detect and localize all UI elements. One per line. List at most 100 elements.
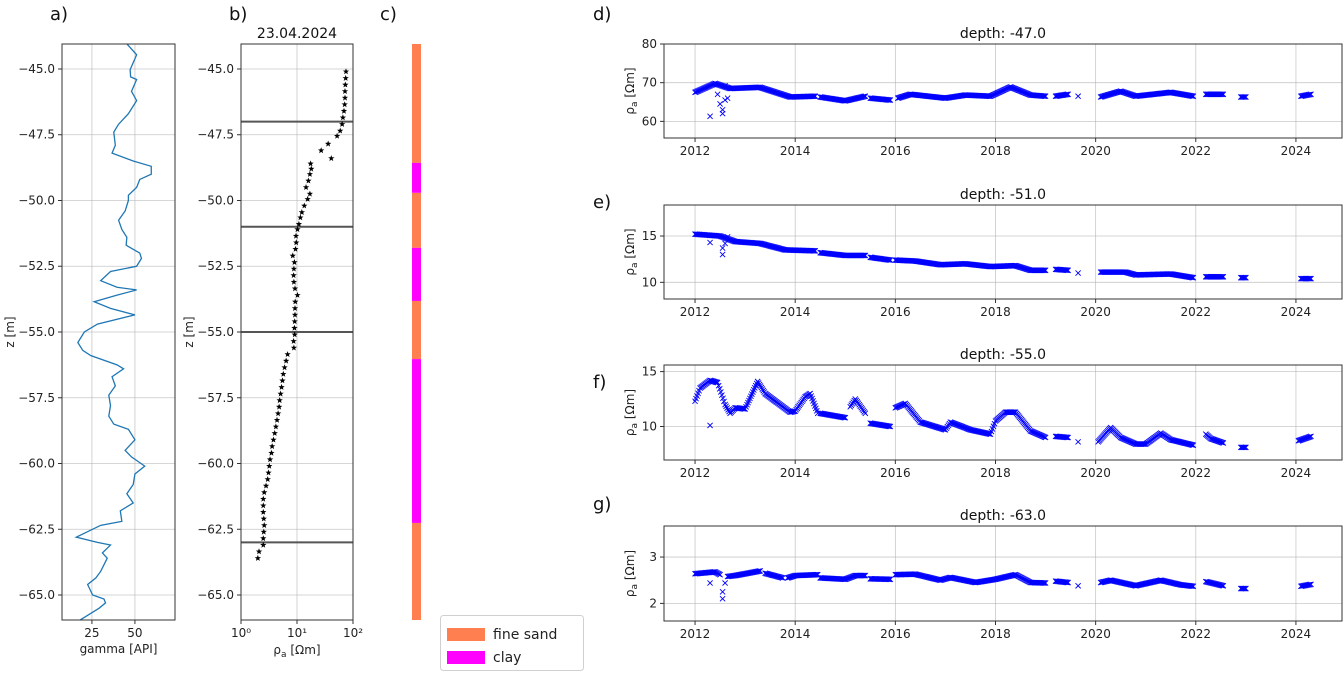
star-marker	[291, 324, 298, 331]
panel-c: c) fine sand clay	[380, 4, 584, 671]
x-marker	[811, 93, 818, 100]
x-marker	[1042, 93, 1049, 100]
x-marker	[887, 576, 894, 583]
x-marker-outlier	[724, 95, 731, 102]
x-marker	[1219, 273, 1226, 280]
y-tick-label: −55.0	[18, 325, 55, 339]
star-marker	[291, 305, 299, 311]
x-marker	[713, 379, 720, 386]
star-marker	[262, 482, 270, 489]
x-marker	[1041, 580, 1048, 586]
x-marker	[1065, 579, 1072, 586]
x-marker	[1306, 581, 1312, 588]
y-tick-label: −60.0	[197, 457, 234, 471]
x-marker	[1240, 274, 1247, 281]
x-marker	[885, 256, 892, 263]
x-marker	[1188, 92, 1195, 99]
star-marker	[297, 214, 304, 221]
x-marker	[886, 97, 893, 103]
y-tick-label: −50.0	[197, 193, 234, 207]
x-marker	[1218, 582, 1225, 589]
legend-label: fine sand	[493, 627, 557, 643]
star-marker	[290, 344, 297, 351]
x-marker	[779, 574, 786, 581]
x-marker-outlier	[707, 239, 713, 246]
axes-title: depth: -63.0	[960, 508, 1046, 524]
star-marker	[279, 377, 286, 384]
x-tick-label: 2024	[1281, 466, 1312, 480]
star-marker	[264, 476, 271, 482]
star-marker	[342, 68, 350, 75]
y-tick-label: −45.0	[197, 62, 234, 76]
star-marker	[342, 81, 349, 88]
x-marker	[1220, 91, 1227, 98]
layer-fine-sand	[412, 300, 421, 360]
x-marker	[1190, 93, 1197, 100]
star-marker	[260, 495, 267, 502]
legend-swatch	[447, 628, 485, 641]
x-marker	[1189, 583, 1196, 590]
star-marker	[260, 541, 267, 548]
x-marker	[1064, 91, 1071, 98]
x-tick-label: 2014	[780, 627, 811, 641]
x-marker	[1242, 94, 1249, 100]
x-tick-label: 2016	[880, 305, 911, 319]
panel-label: f)	[593, 372, 606, 393]
star-marker	[261, 522, 268, 528]
star-marker	[291, 259, 298, 265]
x-tick-label: 2016	[880, 144, 911, 158]
star-marker	[337, 127, 344, 134]
axes-frame	[663, 204, 1343, 300]
x-marker	[756, 568, 763, 575]
star-marker	[254, 554, 261, 561]
x-marker	[1240, 94, 1247, 100]
x-marker	[1308, 581, 1314, 588]
layer-clay	[412, 247, 421, 301]
x-marker	[887, 257, 894, 264]
star-marker	[341, 94, 349, 101]
x-marker	[1041, 267, 1048, 274]
star-marker	[255, 548, 263, 555]
x-marker	[1241, 274, 1248, 281]
x-marker	[755, 568, 762, 575]
axes-frame	[663, 364, 1343, 461]
x-tick-label: 2014	[780, 305, 811, 319]
x-tick-label: 2024	[1281, 305, 1312, 319]
x-marker	[861, 93, 868, 100]
label-symbol: ρ	[273, 643, 281, 657]
x-marker	[712, 379, 719, 385]
star-marker	[291, 318, 298, 325]
x-marker	[1240, 444, 1247, 451]
x-marker	[840, 414, 847, 421]
x-marker	[1063, 91, 1070, 98]
star-marker	[265, 469, 272, 476]
x-marker	[1064, 267, 1071, 274]
x-marker	[842, 414, 849, 421]
x-tick-label: 2022	[1181, 144, 1212, 158]
star-marker	[341, 88, 349, 94]
label-subscript: a	[630, 584, 640, 590]
x-tick-label: 2018	[980, 466, 1011, 480]
star-marker	[268, 449, 275, 456]
x-tick-label: 2024	[1281, 627, 1312, 641]
star-marker	[292, 298, 299, 305]
x-marker	[1306, 275, 1312, 282]
y-tick-label: −52.5	[18, 259, 55, 273]
axes-title: depth: -55.0	[960, 347, 1046, 363]
panel-label: e)	[593, 192, 611, 213]
x-marker	[885, 576, 892, 583]
x-marker	[862, 572, 869, 579]
y-tick-label: 3	[649, 550, 657, 564]
x-marker	[1063, 267, 1070, 274]
plot-area	[692, 231, 1314, 282]
x-axis-label: ρa [Ωm]	[273, 643, 320, 660]
star-marker	[284, 351, 291, 357]
x-marker	[1241, 444, 1248, 451]
x-marker	[1064, 434, 1071, 441]
y-tick-label: −55.0	[197, 325, 234, 339]
label-unit: [Ωm]	[623, 389, 637, 423]
y-axis-label: ρa [Ωm]	[623, 228, 640, 275]
x-tick-label: 2020	[1080, 627, 1111, 641]
x-marker	[1242, 274, 1249, 281]
